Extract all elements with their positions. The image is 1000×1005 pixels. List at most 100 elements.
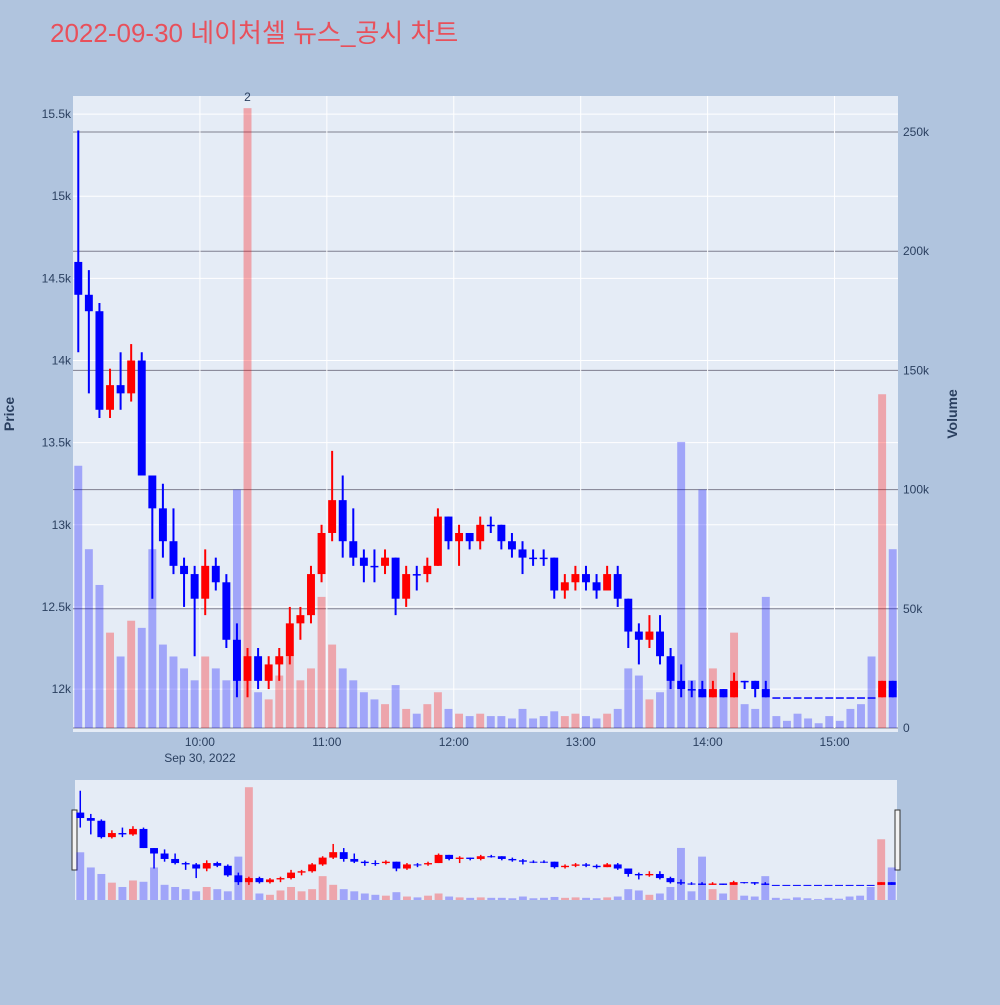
slider-volume-bar — [455, 897, 464, 900]
volume-bar — [761, 596, 770, 728]
candle-body — [296, 615, 305, 624]
slider-candle-body — [297, 871, 306, 873]
slider-candle-body — [318, 857, 327, 865]
slider-candle-body — [761, 883, 770, 885]
volume-bar — [148, 549, 157, 728]
x-tick-label: 10:00 — [185, 735, 215, 749]
volume-bar — [592, 718, 601, 728]
slider-candle-body — [592, 865, 601, 868]
y2-tick-label: 50k — [903, 602, 923, 616]
slider-volume-bar — [213, 889, 222, 900]
volume-bar — [814, 723, 823, 728]
y-axis-title: Price — [1, 397, 17, 431]
volume-bar — [835, 720, 844, 728]
slider-candle-body — [803, 884, 812, 886]
slider-candle-body — [497, 856, 506, 859]
slider-volume-bar — [445, 896, 454, 900]
slider-volume-bar — [487, 897, 496, 900]
candle-body — [307, 574, 315, 616]
candle-body — [624, 598, 633, 632]
volume-bar — [455, 713, 464, 728]
slider-candle-body — [287, 872, 295, 879]
volume-bar — [571, 713, 580, 728]
slider-volume-bar — [571, 897, 580, 900]
slider-volume-bar — [160, 884, 169, 900]
volume-bar — [158, 644, 167, 728]
candle-body — [677, 680, 686, 690]
slider-candle-body — [698, 883, 706, 885]
slider-volume-bar — [107, 882, 116, 900]
candle-body — [550, 557, 559, 591]
slider-candle-body — [308, 864, 317, 872]
volume-bar — [677, 441, 686, 728]
slider-candle-body — [86, 818, 95, 821]
slider-candle-body — [729, 882, 738, 885]
candle-body — [592, 582, 601, 591]
slider-volume-bar — [392, 892, 401, 900]
slider-candle-body — [508, 858, 517, 861]
candle-body — [84, 294, 93, 312]
volume-bar — [719, 692, 728, 728]
slider-volume-bar — [782, 898, 791, 900]
range-handle[interactable] — [894, 809, 901, 871]
slider-volume-bar — [687, 891, 696, 900]
x-tick-label: 15:00 — [820, 735, 850, 749]
candle-body — [793, 697, 802, 699]
slider-volume-bar — [624, 889, 633, 900]
slider-volume-bar — [139, 881, 148, 900]
candle-body — [254, 656, 263, 681]
volume-bar — [349, 680, 358, 728]
x-tick-label: 12:00 — [439, 735, 469, 749]
slider-candle-body — [107, 833, 116, 838]
slider-candle-body — [845, 884, 854, 886]
slider-volume-bar — [497, 897, 506, 900]
volume-bar — [264, 699, 273, 728]
volume-bar — [560, 716, 569, 728]
slider-volume-bar — [634, 890, 643, 900]
slider-candle-body — [223, 865, 232, 876]
candle-body — [582, 574, 590, 583]
volume-bar — [751, 708, 760, 728]
slider-volume-bar — [297, 891, 306, 900]
candle-body — [201, 565, 210, 599]
volume-bar — [793, 713, 802, 728]
slider-volume-bar — [645, 894, 654, 900]
volume-bar — [857, 704, 865, 728]
slider-candle-body — [202, 863, 211, 869]
slider-candle-body — [466, 857, 475, 859]
candle-body — [211, 565, 220, 583]
slider-candle-body — [244, 878, 253, 883]
slider-candle-body — [171, 858, 180, 864]
slider-candle-body — [276, 878, 285, 880]
candle-body — [888, 680, 897, 698]
candle-body — [497, 524, 506, 542]
candle-body — [719, 689, 728, 698]
volume-bar — [804, 718, 813, 728]
volume-bar — [412, 713, 421, 728]
x-date-label: Sep 30, 2022 — [164, 751, 236, 765]
candle-body — [878, 680, 887, 698]
slider-volume-bar — [740, 895, 749, 900]
slider-candle-body — [487, 856, 496, 858]
candle-body — [539, 557, 548, 560]
slider-volume-bar — [403, 896, 411, 900]
slider-volume-bar — [708, 889, 717, 900]
slider-volume-bar — [814, 899, 822, 900]
slider-volume-bar — [276, 890, 285, 900]
slider-volume-bar — [192, 891, 201, 900]
slider-volume-bar — [424, 895, 432, 900]
range-handle[interactable] — [71, 809, 78, 871]
candle-body — [825, 697, 834, 699]
volume-bar — [317, 596, 326, 728]
slider-volume-bar — [255, 893, 264, 900]
candle-body — [444, 516, 453, 542]
volume-bar — [782, 720, 791, 728]
volume-bar — [476, 713, 485, 728]
slider-candle-body — [771, 884, 780, 886]
volume-bar — [190, 680, 199, 728]
volume-bar — [95, 584, 104, 728]
slider-candle-body — [634, 873, 643, 876]
range-slider[interactable] — [75, 780, 897, 900]
slider-candle-body — [814, 884, 822, 886]
